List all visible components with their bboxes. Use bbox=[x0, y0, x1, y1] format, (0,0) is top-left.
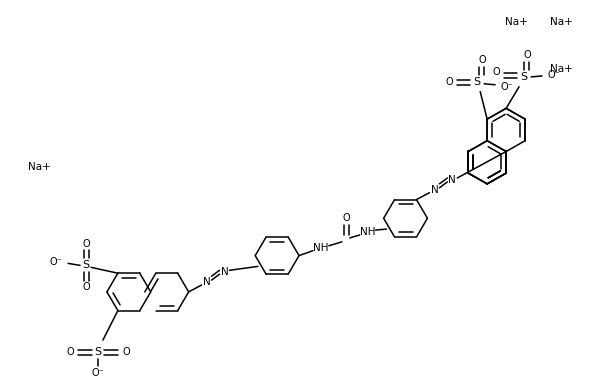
Text: N: N bbox=[430, 185, 438, 195]
Text: O: O bbox=[122, 347, 130, 357]
Text: O⁻: O⁻ bbox=[548, 70, 561, 80]
Text: O⁻: O⁻ bbox=[50, 257, 62, 268]
Text: O: O bbox=[493, 67, 500, 77]
Text: S: S bbox=[474, 77, 481, 87]
Text: O⁻: O⁻ bbox=[501, 82, 513, 92]
Text: O⁻: O⁻ bbox=[92, 369, 104, 378]
Text: Na+: Na+ bbox=[505, 17, 528, 27]
Text: O: O bbox=[82, 282, 90, 292]
Text: NH: NH bbox=[360, 227, 376, 237]
Text: O: O bbox=[446, 77, 453, 87]
Text: Na+: Na+ bbox=[551, 63, 573, 73]
Text: O: O bbox=[82, 239, 90, 249]
Text: S: S bbox=[94, 347, 102, 357]
Text: N: N bbox=[449, 175, 456, 185]
Text: N: N bbox=[220, 267, 228, 277]
Text: S: S bbox=[83, 260, 89, 270]
Text: O: O bbox=[479, 55, 486, 65]
Text: O: O bbox=[523, 50, 531, 60]
Text: Na+: Na+ bbox=[551, 17, 573, 27]
Text: NH: NH bbox=[313, 243, 329, 253]
Text: N: N bbox=[203, 277, 211, 287]
Text: O: O bbox=[66, 347, 74, 357]
Text: O: O bbox=[342, 213, 349, 223]
Text: Na+: Na+ bbox=[28, 162, 51, 173]
Text: S: S bbox=[520, 72, 528, 82]
